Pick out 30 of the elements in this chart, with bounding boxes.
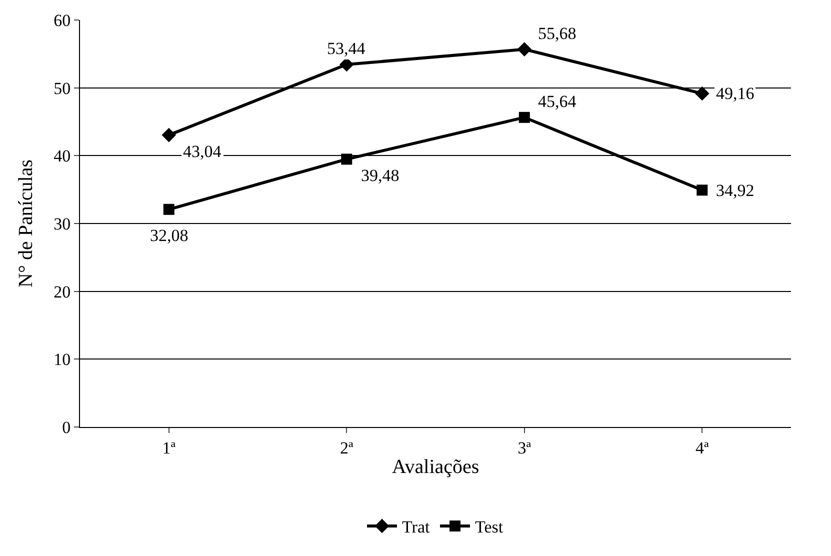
y-axis-title: N° de Panículas <box>15 159 38 288</box>
data-label: 53,44 <box>327 39 366 58</box>
data-label: 55,68 <box>538 24 576 43</box>
data-label: 32,08 <box>150 226 188 245</box>
point <box>163 204 174 215</box>
data-label: 45,64 <box>538 92 577 111</box>
x-tick-label: 2ª <box>340 438 354 458</box>
data-label: 39,48 <box>361 166 400 185</box>
x-tick-label: 3ª <box>518 438 532 458</box>
y-tick-label: 40 <box>54 146 71 166</box>
data-label: 49,16 <box>716 84 754 103</box>
point <box>162 128 176 142</box>
y-tick-label: 10 <box>54 350 71 370</box>
x-tick-label: 4ª <box>696 438 710 458</box>
data-label: 43,04 <box>183 142 222 161</box>
legend-label: Test <box>474 518 504 537</box>
point <box>518 112 530 123</box>
y-tick-label: 60 <box>54 10 71 30</box>
y-tick-label: 0 <box>62 418 71 437</box>
y-tick-label: 30 <box>54 214 71 234</box>
x-tick-label: 1ª <box>162 438 176 458</box>
legend-label: Trat <box>402 518 430 537</box>
point <box>694 86 710 101</box>
data-label: 34,92 <box>716 181 754 200</box>
x-axis-title: Avaliações <box>392 456 480 478</box>
point <box>696 184 708 196</box>
point <box>517 42 532 56</box>
y-tick-label: 50 <box>54 78 71 98</box>
y-tick-label: 20 <box>54 282 71 302</box>
point <box>341 154 352 165</box>
